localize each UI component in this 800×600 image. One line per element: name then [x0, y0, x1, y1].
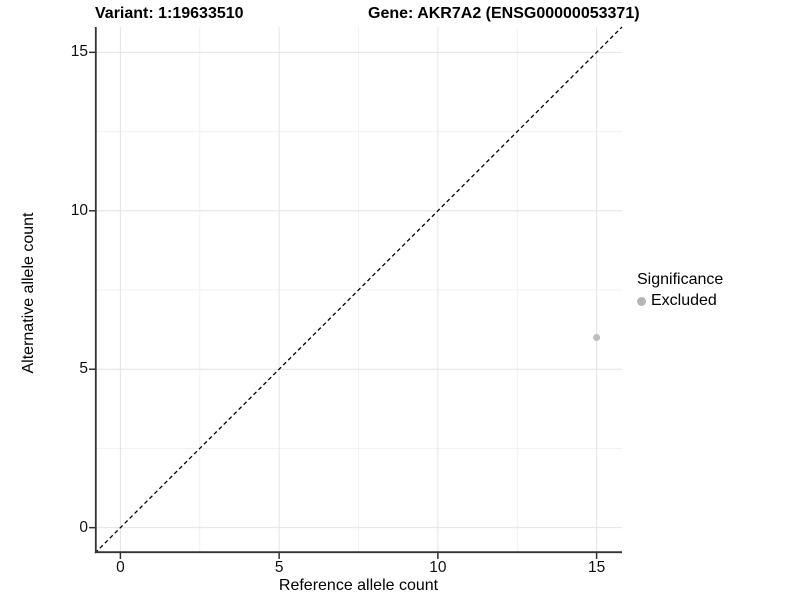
- y-axis-label: Alternative allele count: [20, 212, 37, 374]
- y-tick-label: 0: [79, 518, 88, 536]
- y-tick-label: 10: [70, 201, 88, 219]
- legend-item-label: Excluded: [651, 292, 717, 309]
- x-axis-label: Reference allele count: [278, 577, 439, 594]
- x-tick-label: 5: [274, 559, 284, 576]
- legend-item-excluded: Excluded: [637, 292, 723, 310]
- plot-panel: [89, 26, 623, 559]
- x-tick-label: 10: [429, 559, 447, 576]
- scatter-plot-canvas: [89, 26, 623, 559]
- legend-title: Significance: [637, 271, 724, 288]
- variant-title: Variant: 1:19633510: [95, 5, 244, 22]
- data-point: [593, 334, 601, 342]
- gene-title: Gene: AKR7A2 (ENSG00000053371): [368, 5, 640, 22]
- y-tick-label: 15: [70, 43, 88, 61]
- x-tick-label: 0: [116, 559, 125, 576]
- x-tick-label: 15: [587, 559, 606, 576]
- excluded-marker-icon: [637, 296, 646, 306]
- legend: Significance Excluded: [637, 271, 723, 310]
- identity-dashed-line: [94, 26, 623, 554]
- y-tick-label: 5: [79, 360, 88, 378]
